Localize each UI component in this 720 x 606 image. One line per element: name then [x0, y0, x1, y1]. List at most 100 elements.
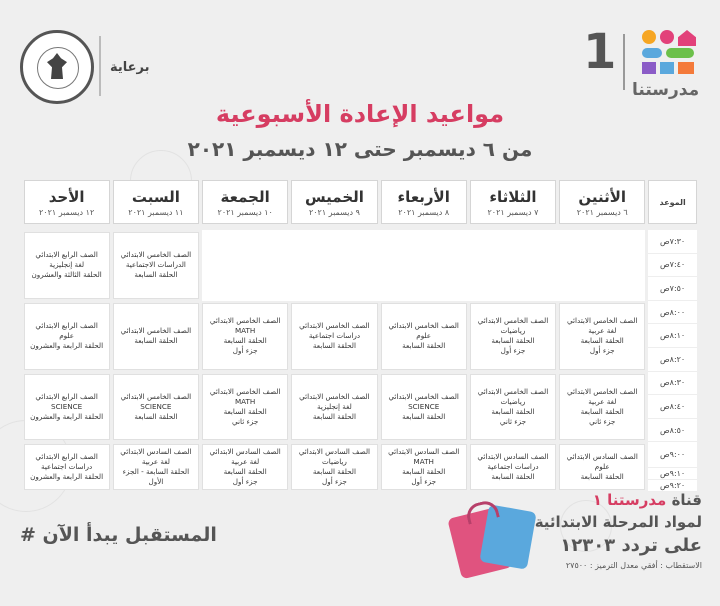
- lesson-cell: الصف الخامس الابتدائي MATH الحلقة السابعة ج…: [202, 302, 289, 370]
- time-slot: ٧:٣٠ص: [648, 230, 697, 254]
- ministry-seal-icon: [20, 30, 94, 104]
- day-name: الجمعة: [220, 187, 270, 206]
- time-slot: ٨:٣٠ص: [648, 371, 697, 396]
- lesson-cell: الصف السادس الابتدائي MATH الحلقة السابعة ج…: [380, 444, 467, 491]
- day-header: الجمعة ١٠ ديسمبر ٢٠٢١: [202, 180, 289, 224]
- lesson-line: الصف الخامس الابتدائي: [566, 316, 638, 326]
- time-slot: ٨:١٠ص: [648, 324, 697, 348]
- lesson-line: جزء أول: [322, 477, 347, 487]
- lesson-line: الحلقة السابعة: [223, 467, 267, 477]
- lesson-line: الحلقة السابعة: [491, 406, 535, 416]
- lesson-line: جزء أول: [232, 346, 258, 356]
- lesson-line: الصف الخامس الابتدائي: [388, 321, 459, 331]
- lesson-line: الحلقة الرابعة والعشرون: [30, 341, 104, 351]
- lesson-line: جزء ثاني: [499, 416, 527, 426]
- lesson-line: الصف السادس الابتدائي: [298, 447, 371, 457]
- day-date: ٦ ديسمبر ٢٠٢١: [576, 207, 628, 217]
- day-name: الخميس: [304, 187, 364, 206]
- lesson-line: الأول: [148, 477, 164, 487]
- lesson-line: علوم: [416, 331, 432, 341]
- day-date: ٩ ديسمبر ٢٠٢١: [308, 207, 360, 217]
- brand-channel-number: 1: [583, 24, 617, 80]
- lesson-line: الحلقة السابعة: [580, 472, 624, 482]
- lesson-line: الحلقة السابعة: [402, 411, 446, 421]
- lesson-line: الصف الرابع الابتدائي: [35, 452, 98, 462]
- time-slot: ٨:٢٠ص: [648, 347, 697, 372]
- lesson-line: الصف السادس الابتدائي: [209, 447, 281, 457]
- empty-slot-area: [202, 230, 646, 301]
- day-name: السبت: [131, 187, 180, 206]
- day-header: الأحد ١٢ ديسمبر ٢٠٢١: [23, 180, 110, 224]
- lesson-line: علوم: [59, 331, 75, 341]
- day-name: الأثنين: [578, 187, 627, 206]
- lesson-line: الصف الخامس الابتدائي: [209, 386, 281, 396]
- lesson-line: جزء أول: [232, 477, 258, 487]
- channel-subtitle: لمواد المرحلة الابتدائية: [534, 513, 702, 531]
- lesson-line: الحلقة السابعة: [223, 406, 267, 416]
- lesson-line: جزء أول: [589, 346, 615, 356]
- lesson-line: الحلقة الثالثة والعشرون: [31, 270, 102, 280]
- lesson-line: رياضيات: [500, 326, 526, 336]
- lesson-cell: الصف الرابع الابتدائي علوم الحلقة الرابعة …: [23, 302, 110, 370]
- lesson-line: الحلقة السابعة: [491, 336, 535, 346]
- lesson-line: الحلقة الرابعة والعشرون: [30, 411, 104, 421]
- lesson-line: جزء ثاني: [589, 416, 616, 426]
- time-slot: ٧:٤٠ص: [648, 253, 697, 278]
- background-doodle: [560, 500, 612, 552]
- lesson-line: الصف السادس الابتدائي: [388, 447, 460, 457]
- lesson-line: لغة عربية: [141, 457, 170, 467]
- page-title: مواعيد الإعادة الأسبوعية: [215, 100, 505, 128]
- lesson-line: الحلقة السابعة: [491, 472, 535, 482]
- lesson-line: الصف الخامس الابتدائي: [209, 316, 281, 326]
- lesson-line: SCIENCE: [408, 401, 440, 411]
- lesson-line: لغة إنجليزية: [49, 260, 85, 270]
- lesson-line: الصف السادس الابتدائي: [120, 447, 192, 457]
- schedule-table: الأثنين ٦ ديسمبر ٢٠٢١ الثلاثاء ٧ ديسمبر ٢٠٢…: [22, 180, 706, 493]
- lesson-cell: الصف الخامس الابتدائي لغة عربية الحلقة الس…: [559, 373, 646, 441]
- lesson-line: جزء أول: [411, 477, 437, 487]
- day-name: الأحد: [48, 187, 85, 206]
- lesson-cell: الصف الخامس الابتدائي SCIENCE الحلقة الساب…: [380, 373, 467, 441]
- lesson-cell: الصف الخامس الابتدائي لغة إنجليزية الحلقة …: [291, 373, 378, 441]
- channel-polarization: الاستقطاب : أفقي معدل الترميز : ٢٧٥٠٠: [565, 561, 702, 570]
- channel-prefix: قناة: [671, 491, 702, 509]
- lesson-line: دراسات اجتماعية: [308, 331, 361, 341]
- lesson-line: علوم: [594, 462, 610, 472]
- lesson-line: الصف الخامس الابتدائي: [388, 391, 459, 401]
- lesson-cell: الصف السادس الابتدائي لغة عربية الحلقة الس…: [202, 444, 289, 491]
- lesson-line: الحلقة السابعة: [134, 270, 178, 280]
- lesson-cell: الصف السادس الابتدائي لغة عربية الحلقة الس…: [112, 444, 200, 491]
- lesson-line: SCIENCE: [140, 401, 172, 411]
- time-slot: ٩:٠٠ص: [648, 442, 697, 469]
- time-slot: ٨:٥٠ص: [648, 418, 697, 443]
- lesson-cell: الصف السادس الابتدائي دراسات اجتماعية الحل…: [469, 444, 557, 491]
- lesson-line: الصف السادس الابتدائي: [477, 452, 549, 462]
- channel-name: مدرستنا ١: [592, 491, 667, 509]
- lesson-line: الصف السادس الابتدائي: [566, 452, 638, 462]
- lesson-line: دراسات اجتماعية: [487, 462, 539, 472]
- lesson-line: الصف الخامس الابتدائي: [120, 326, 192, 336]
- lesson-cell: الصف الخامس الابتدائي دراسات اجتماعية الحل…: [291, 302, 378, 370]
- lesson-line: الصف الرابع الابتدائي: [35, 391, 98, 401]
- day-name: الأربعاء: [397, 187, 450, 206]
- lesson-line: الحلقة السابعة: [223, 336, 267, 346]
- day-header: الأثنين ٦ ديسمبر ٢٠٢١: [559, 180, 646, 224]
- lesson-line: لغة إنجليزية: [317, 401, 352, 411]
- lesson-line: الحلقة السابعة: [580, 336, 624, 346]
- time-slot: ٨:٠٠ص: [648, 300, 697, 325]
- lesson-line: الصف الخامس الابتدائي: [120, 391, 192, 401]
- lesson-line: جزء ثاني: [232, 416, 259, 426]
- lesson-line: الحلقة السابعة: [312, 467, 356, 477]
- page-subtitle: من ٦ ديسمبر حتى ١٢ ديسمبر ٢٠٢١: [187, 137, 533, 161]
- lesson-line: لغة عربية: [588, 326, 617, 336]
- time-slot: ٧:٥٠ص: [648, 277, 697, 301]
- school-bags-icon: [440, 498, 540, 590]
- lesson-line: لغة عربية: [588, 396, 617, 406]
- lesson-line: دراسات اجتماعية: [41, 462, 93, 472]
- time-slot: ٩:١٠ص: [648, 468, 697, 481]
- lesson-line: الصف الرابع الابتدائي: [35, 321, 98, 331]
- brand-name: مدرستنا: [632, 80, 700, 100]
- lesson-cell: الصف السادس الابتدائي علوم الحلقة السابعة: [559, 444, 646, 491]
- lesson-cell: الصف الخامس الابتدائي SCIENCE الحلقة الساب…: [112, 373, 200, 441]
- lesson-line: SCIENCE: [51, 401, 83, 411]
